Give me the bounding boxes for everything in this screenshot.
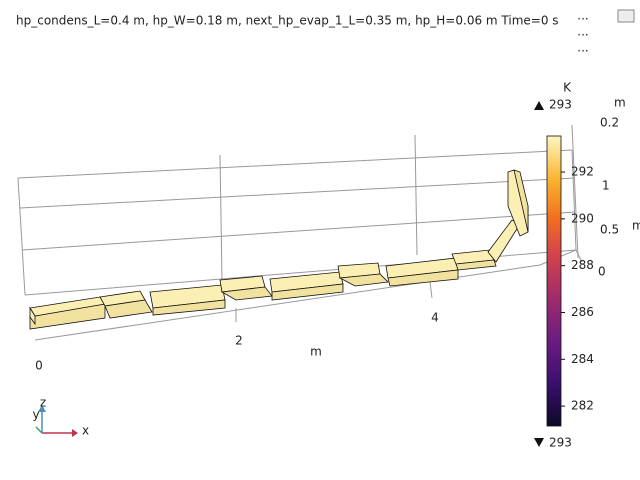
triad-label: x — [82, 424, 89, 438]
colorbar-tick-label: 282 — [571, 399, 594, 413]
colorbar: K 293 293 282 284 286 288 290 292 — [534, 81, 594, 450]
y-axis-unit: m — [614, 96, 626, 110]
z-tick-label: 1 — [602, 179, 610, 193]
max-label: 293 — [549, 98, 572, 112]
x-tick-label: 2 — [235, 334, 243, 348]
min-marker — [534, 438, 544, 447]
colorbar-tick-label: 292 — [571, 165, 594, 179]
menu-dots[interactable]: ... — [577, 41, 588, 55]
triad-label: z — [40, 396, 46, 410]
z-axis-unit: m — [632, 219, 640, 233]
colorbar-tick-label: 288 — [571, 258, 594, 272]
x-axis-unit: m — [310, 345, 322, 359]
min-label: 293 — [549, 436, 572, 450]
axis-box — [17, 124, 583, 341]
plot-title: hp_condens_L=0.4 m, hp_W=0.18 m, next_hp… — [16, 14, 559, 28]
axis-triad: z y x — [32, 396, 89, 438]
menu-dots[interactable]: ... — [577, 9, 588, 23]
x-tick-label: 0 — [35, 359, 43, 373]
x-tick-label: 4 — [431, 311, 439, 325]
heat-pipe-geometry — [29, 169, 529, 330]
colorbar-unit: K — [563, 81, 572, 95]
colorbar-tick-label: 286 — [571, 305, 594, 319]
menu-dots[interactable]: ... — [577, 25, 588, 39]
colorbar-gradient — [546, 135, 562, 427]
colorbar-tick-label: 290 — [571, 211, 594, 225]
triad-label: y — [32, 408, 39, 422]
colorbar-tick-label: 284 — [571, 352, 594, 366]
z-tick-label: 0 — [598, 265, 606, 279]
max-marker — [534, 101, 544, 110]
y-tick-label: 0.2 — [600, 116, 619, 130]
window-button[interactable] — [617, 9, 635, 23]
z-tick-label: 0.5 — [600, 223, 619, 237]
